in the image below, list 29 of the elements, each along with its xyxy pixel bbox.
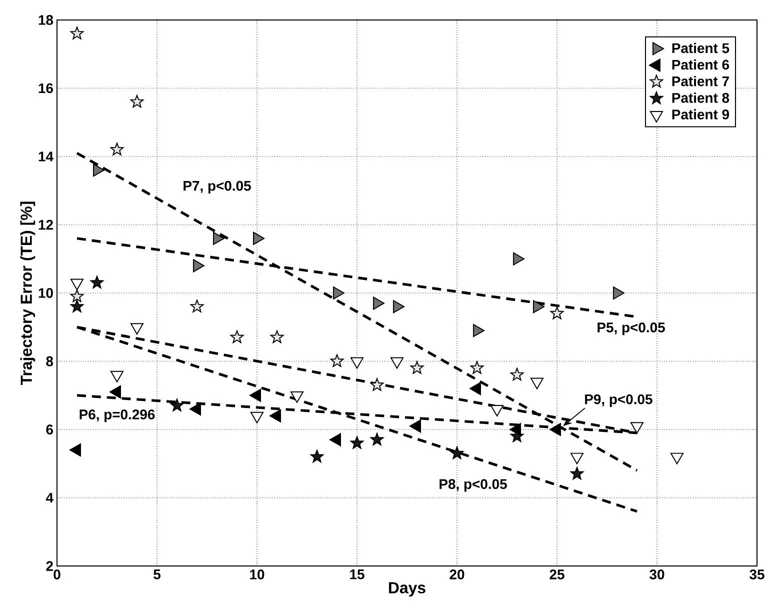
y-tick-label: 14: [38, 152, 54, 162]
y-tick-label: 8: [46, 356, 54, 366]
y-tick-label: 18: [38, 15, 54, 25]
legend-label: Patient 7: [672, 76, 729, 86]
x-tick-label: 5: [154, 570, 160, 580]
y-tick-label: 12: [38, 220, 53, 230]
x-tick-label: 15: [350, 570, 364, 580]
legend-label: Patient 6: [672, 59, 730, 70]
y-tick-label: 2: [46, 561, 53, 571]
annotation: P8, p<0.05: [440, 479, 507, 492]
annotation: P7, p<0.05: [184, 180, 251, 194]
annotation: P9, p<0.05: [585, 394, 652, 407]
x-tick-label: 35: [750, 570, 764, 580]
legend-label: Patient 8: [672, 92, 730, 103]
x-axis-title: Days: [389, 582, 426, 597]
y-tick-label: 6: [46, 424, 53, 434]
x-tick-label: 25: [550, 570, 564, 580]
y-tick-label: 10: [38, 288, 53, 298]
x-tick-label: 20: [450, 570, 464, 580]
annotation: P5, p<0.05: [598, 322, 665, 336]
y-tick-label: 4: [46, 492, 54, 503]
y-tick-label: 16: [38, 83, 53, 94]
x-tick-label: 0: [54, 570, 60, 580]
legend-label: Patient 5: [672, 42, 730, 54]
legend-label: Patient 9: [672, 109, 730, 120]
annotation: P6, p=0.296: [80, 410, 155, 422]
x-tick-label: 10: [250, 570, 264, 580]
y-axis-title: Trajectory Error (TE) [%]: [20, 202, 36, 385]
x-tick-label: 30: [650, 570, 664, 580]
